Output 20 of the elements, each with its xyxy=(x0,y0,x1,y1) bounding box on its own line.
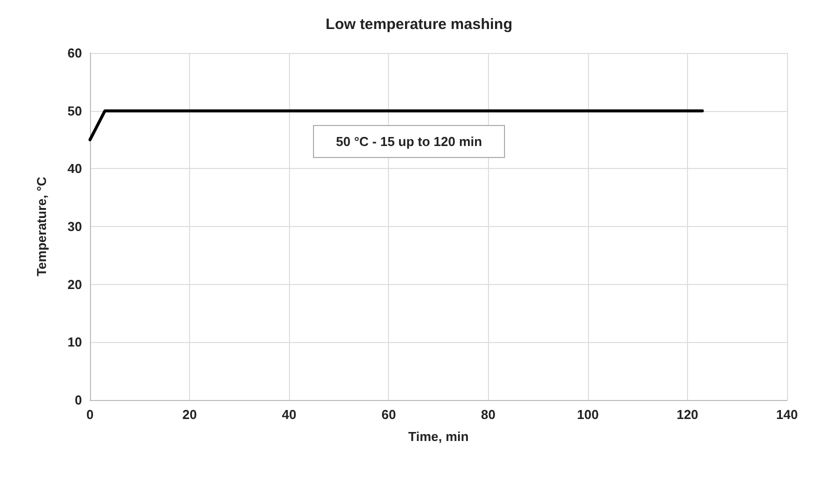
x-tick-label: 100 xyxy=(577,407,599,422)
x-tick-label: 80 xyxy=(481,407,496,422)
chart-title: Low temperature mashing xyxy=(326,16,512,33)
y-tick-label: 60 xyxy=(68,46,82,60)
annotation: 50 °C - 15 up to 120 min xyxy=(336,134,482,149)
y-tick-label: 10 xyxy=(68,334,82,350)
text-box: 50 °C - 15 up to 120 min xyxy=(313,125,506,158)
x-tick-label: 140 xyxy=(776,407,798,422)
x-tick-label: 20 xyxy=(182,407,197,422)
x-axis-title: Time, min xyxy=(408,429,469,444)
x-tick-label: 60 xyxy=(381,407,396,422)
y-tick-label: 40 xyxy=(68,161,82,176)
x-tick-label: 0 xyxy=(86,407,94,422)
y-tick-label: 30 xyxy=(68,219,82,234)
y-tick-label: 50 xyxy=(68,103,82,118)
y-tick-label: 0 xyxy=(74,392,82,408)
x-tick-label: 120 xyxy=(676,407,698,422)
y-axis-title: Temperature, °C xyxy=(34,176,49,276)
x-tick-label: 40 xyxy=(282,407,296,422)
y-tick-label: 20 xyxy=(68,276,82,292)
